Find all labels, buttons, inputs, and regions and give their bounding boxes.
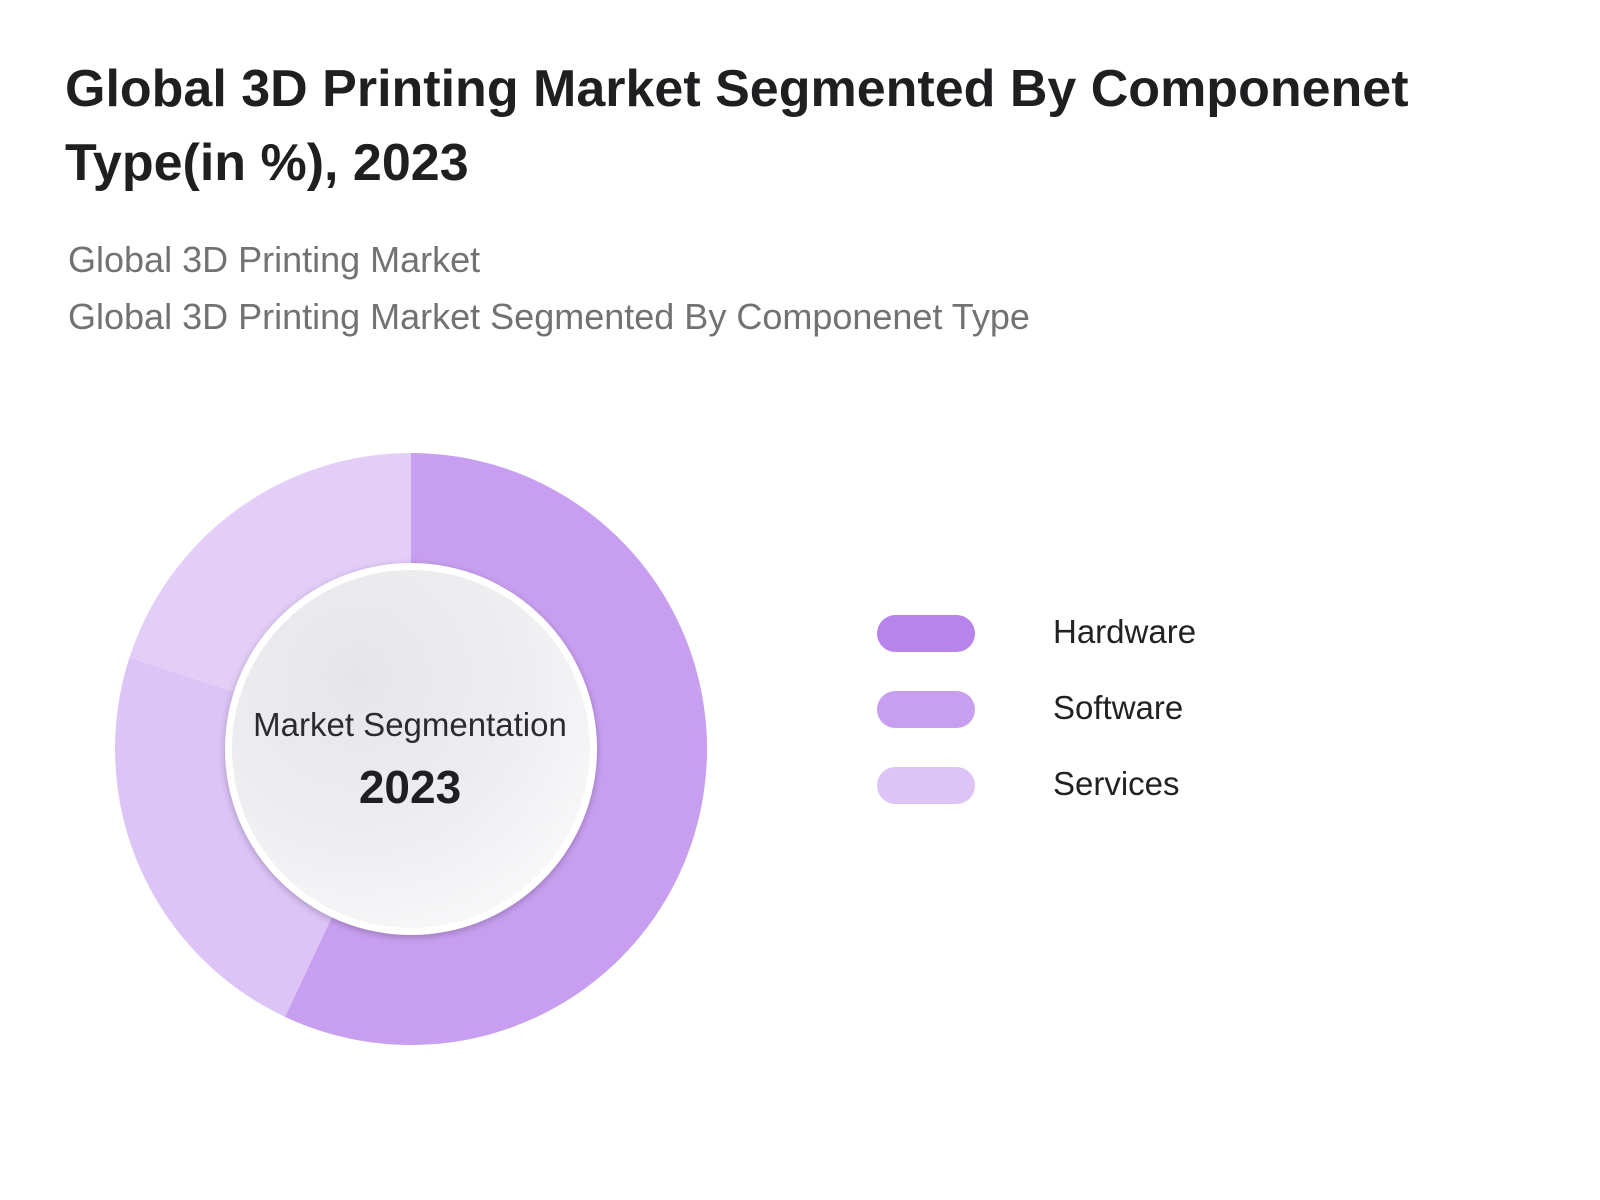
legend-label-hardware: Hardware (1053, 613, 1197, 650)
legend-item-services: Services (877, 764, 1377, 804)
legend-swatch-services (877, 767, 975, 804)
legend-item-hardware: Hardware (877, 612, 1377, 652)
donut-center-label: Market Segmentation (253, 706, 567, 743)
chart-subtitle-line1: Global 3D Printing Market (68, 239, 481, 280)
donut-center-inner (232, 570, 590, 928)
legend-label-software: Software (1053, 689, 1184, 726)
chart-subtitle-line2: Global 3D Printing Market Segmented By C… (68, 296, 1030, 337)
legend-item-software: Software (877, 688, 1377, 728)
legend-label-services: Services (1053, 765, 1180, 802)
chart-title: Global 3D Printing Market Segmented By C… (65, 60, 1409, 192)
legend-swatch-software (877, 691, 975, 728)
legend-swatch-hardware (877, 615, 975, 652)
donut-center-year: 2023 (358, 761, 462, 813)
